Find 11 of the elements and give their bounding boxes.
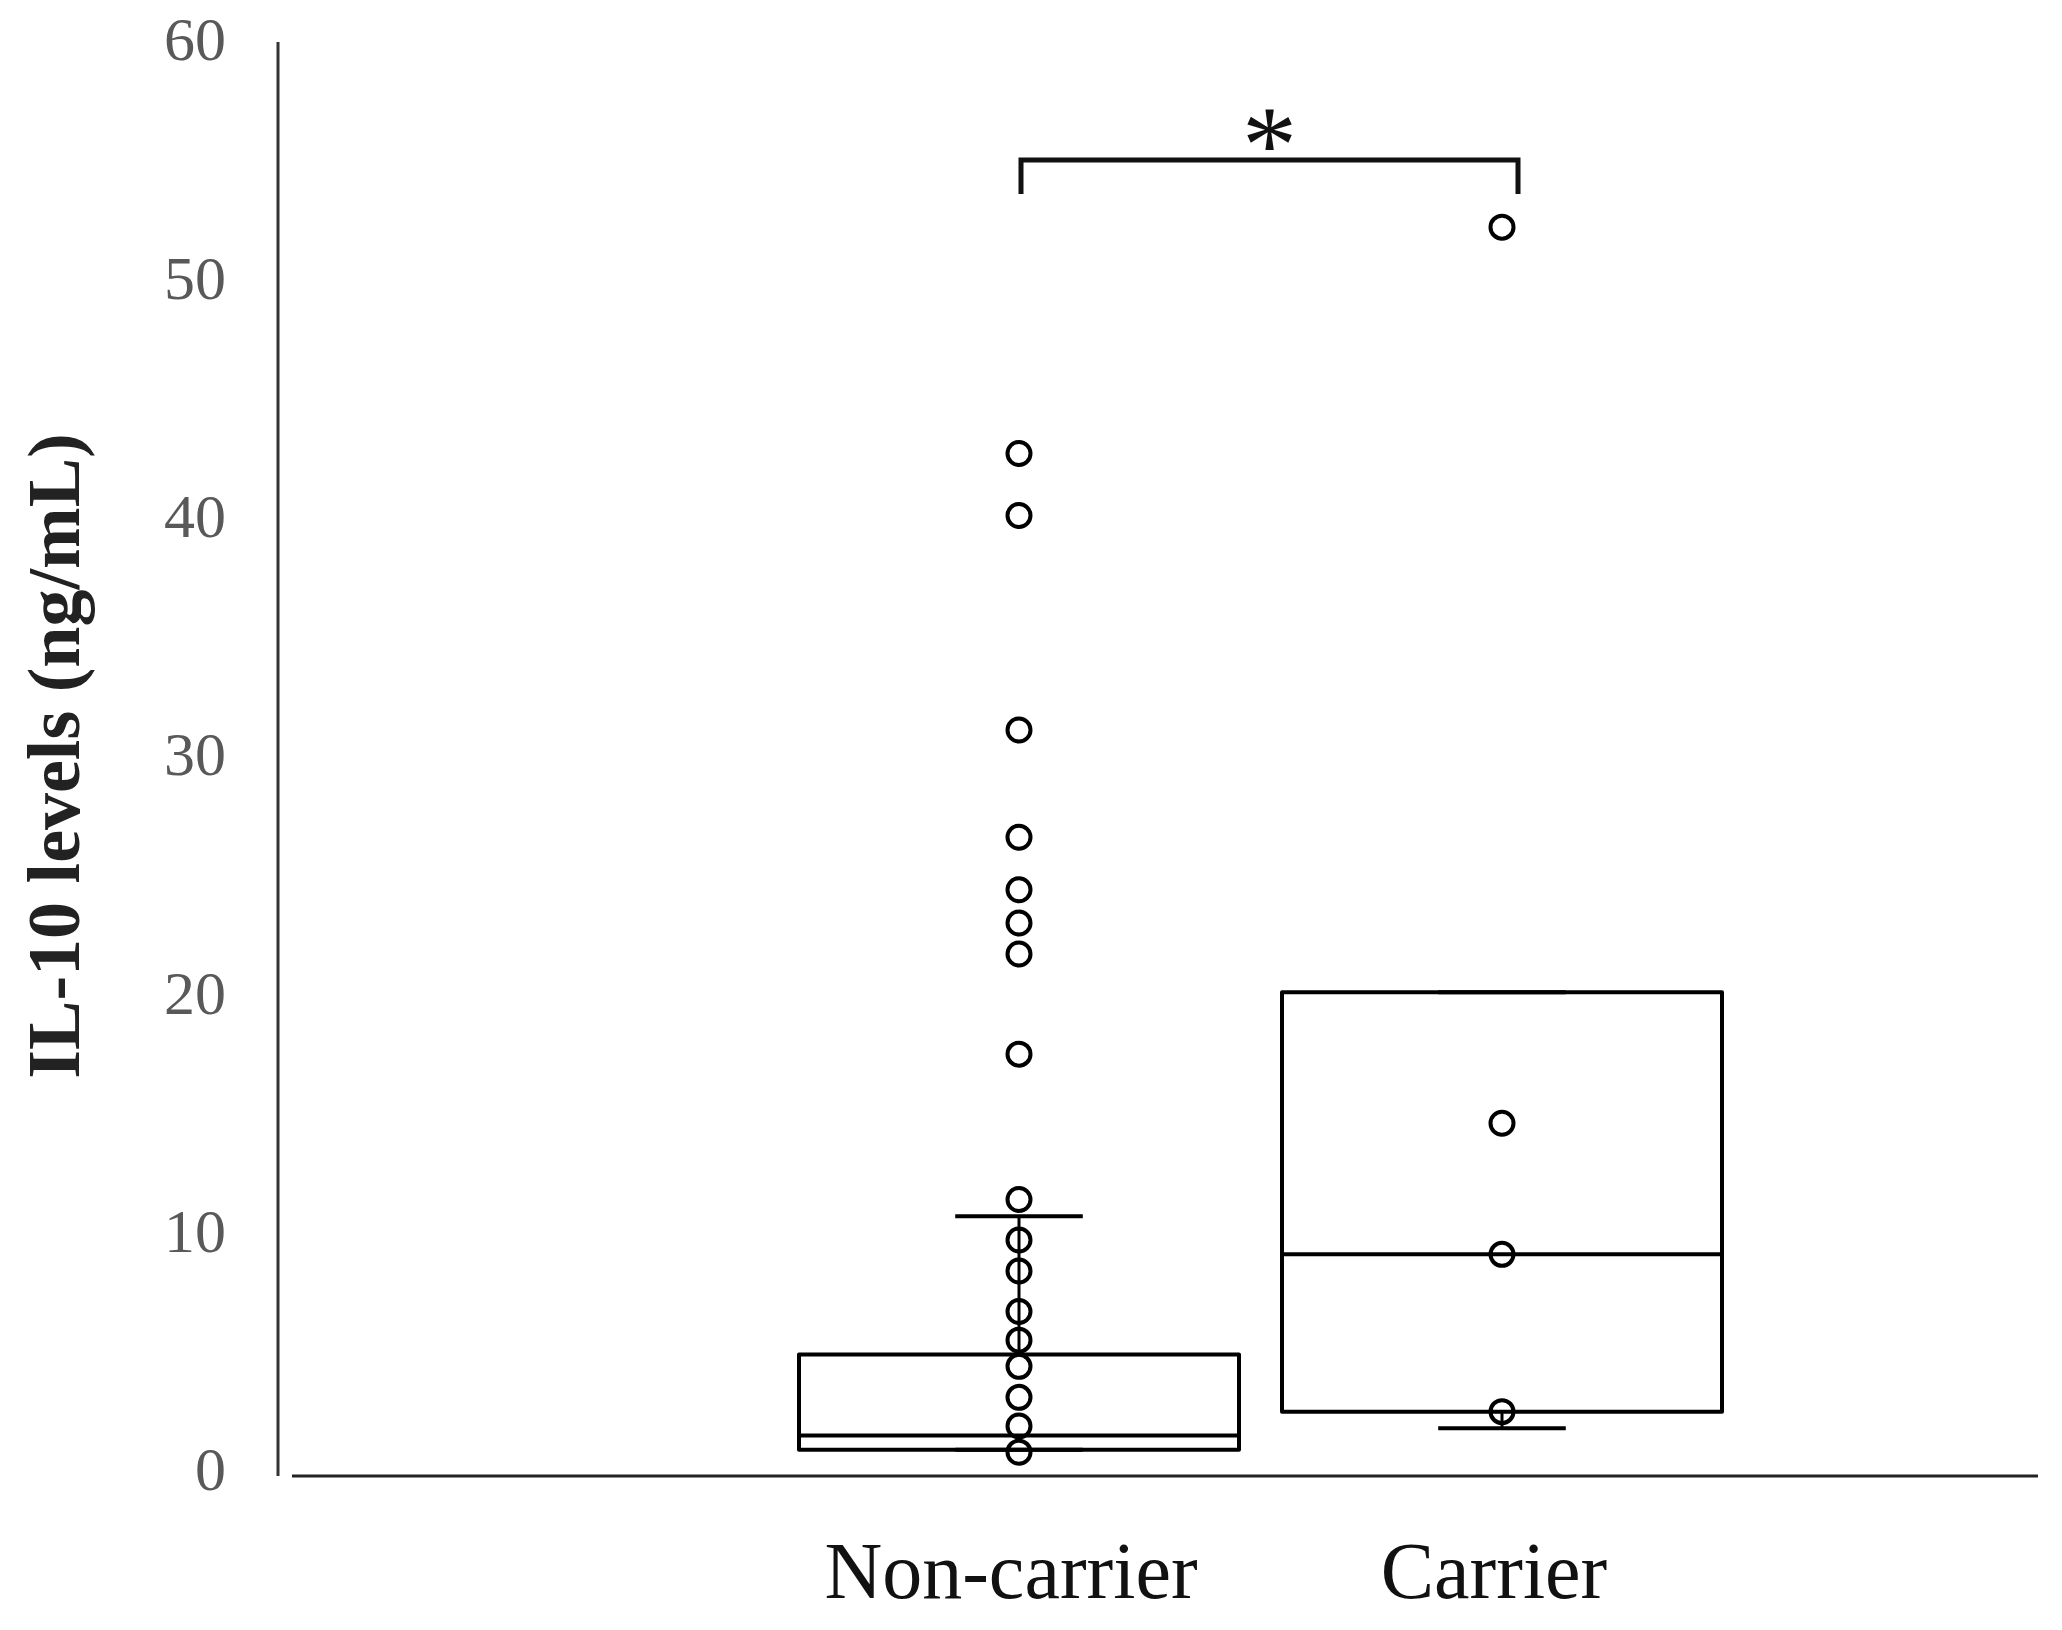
annotation: * xyxy=(1242,84,1297,206)
y-tick-label: 40 xyxy=(164,481,226,550)
y-tick-label: 30 xyxy=(164,720,226,789)
y-tick-label: 20 xyxy=(164,958,226,1027)
y-tick-label: 50 xyxy=(164,243,226,312)
y-axis-title: IL-10 levels (ng/mL) xyxy=(12,433,95,1079)
x-tick-label: Carrier xyxy=(1380,1527,1608,1615)
y-tick-label: 0 xyxy=(195,1435,226,1504)
x-tick-label: Non-carrier xyxy=(824,1527,1198,1615)
y-tick-label: 10 xyxy=(164,1196,226,1265)
y-tick-label: 60 xyxy=(164,5,226,74)
